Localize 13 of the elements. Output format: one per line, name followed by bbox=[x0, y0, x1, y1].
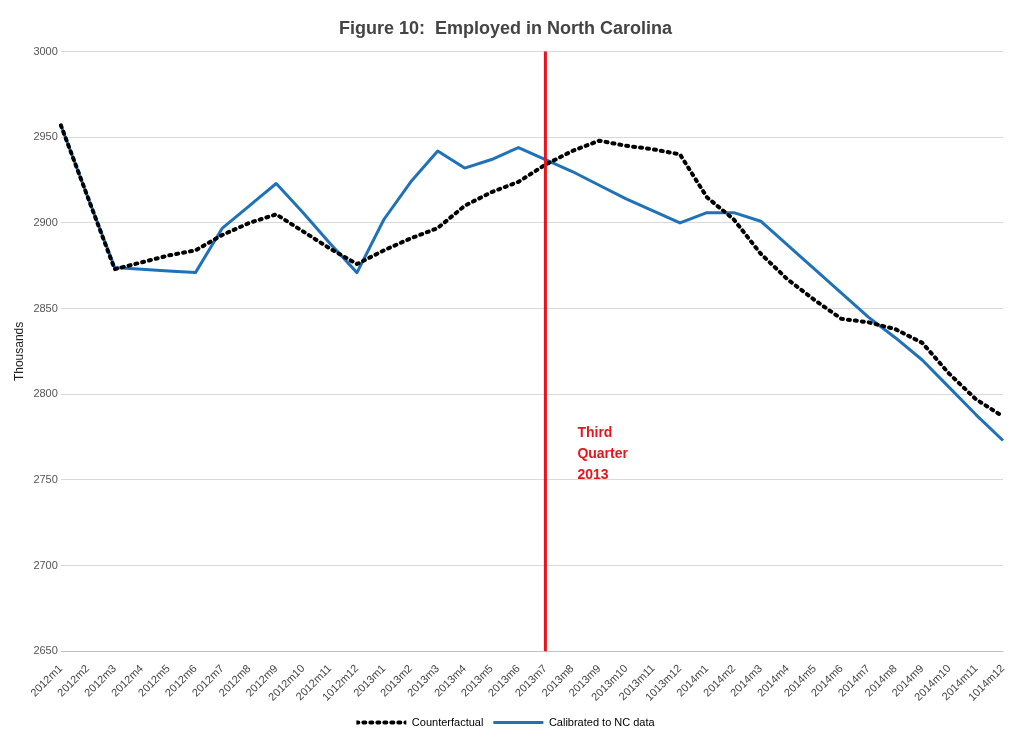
y-axis-title: Thousands bbox=[11, 321, 26, 382]
y-tick-label: 2900 bbox=[33, 215, 58, 228]
y-tick-label: 2950 bbox=[33, 130, 58, 143]
y-tick-label: 3000 bbox=[33, 44, 58, 57]
y-tick-label: 2850 bbox=[33, 301, 58, 314]
ref-line-label: Third Quarter 2013 bbox=[577, 424, 629, 483]
legend-label: Counterfactual bbox=[411, 715, 484, 728]
y-tick-label: 2750 bbox=[33, 472, 58, 485]
legend-label: Calibrated to NC data bbox=[548, 715, 656, 728]
y-tick-label: 2700 bbox=[33, 558, 58, 571]
y-tick-label: 2650 bbox=[33, 644, 58, 657]
y-tick-label: 2800 bbox=[33, 387, 58, 400]
chart-title: Figure 10: Employed in North Carolina bbox=[338, 17, 674, 38]
